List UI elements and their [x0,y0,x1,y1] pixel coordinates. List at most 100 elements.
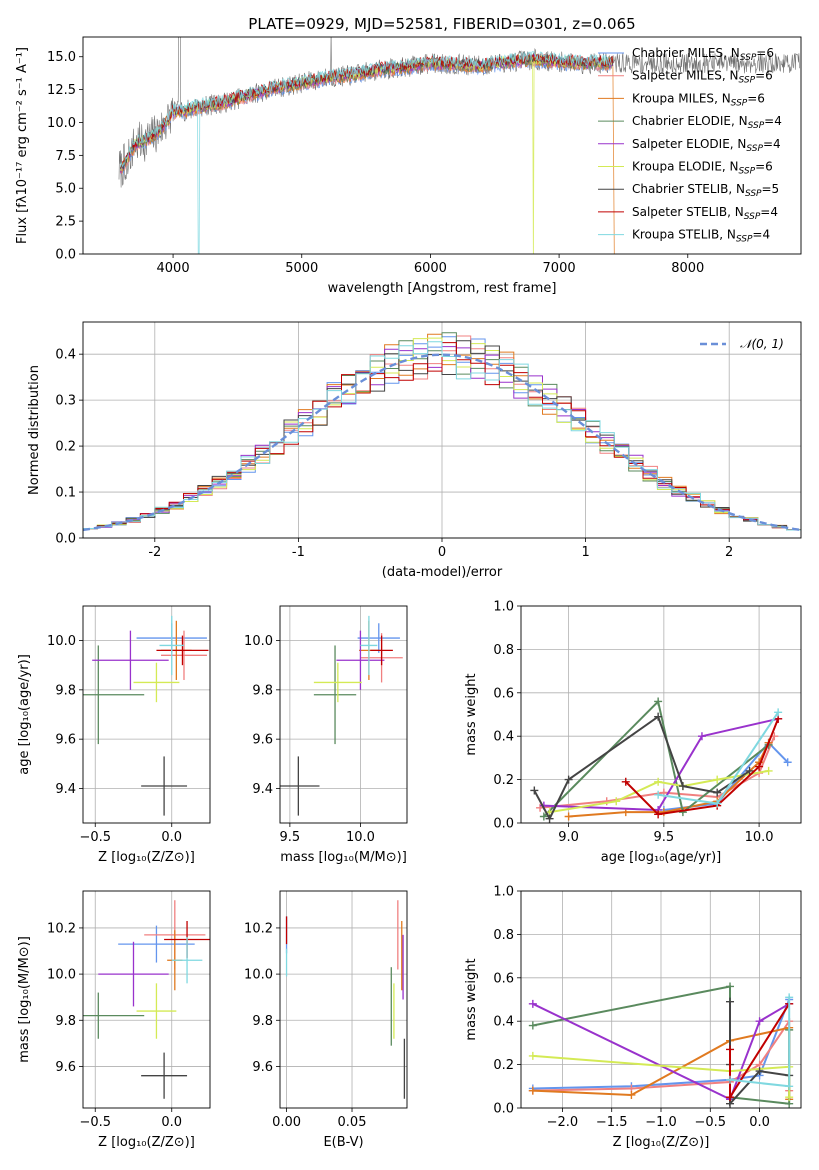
x-tick-label: −1.0 [645,1115,677,1130]
legend-nssp-prefix: , N [722,160,739,174]
weight-marker-8 [713,799,722,808]
x-tick-label: 0 [438,545,446,560]
x-axis-label: mass [log₁₀(M/M⊙)] [280,850,407,865]
y-tick-label: 0.3 [55,394,76,409]
y-tick-label: 10.0 [47,968,76,983]
y-tick-label: 10.2 [244,921,273,936]
errorbar-plot-area [83,900,210,1099]
normal-reference-curve [83,353,801,532]
y-tick-label: 0.1 [55,486,76,501]
legend-label-7: Salpeter STELIB, NSSP=4 [632,205,778,222]
legend-nssp-sub: SSP [745,189,762,199]
weight-marker-6 [726,997,735,1006]
legend-nssp-prefix: , N [714,91,731,105]
x-tick-label: 0.0 [161,830,182,845]
x-tick-label: 6000 [414,261,447,276]
x-axis-label: Z [log₁₀(Z/Z⊙)] [613,1135,710,1150]
weight-marker-8 [774,708,783,717]
errorbar-plot-area [83,615,209,816]
legend-nssp-prefix: , N [730,137,747,151]
x-tick-label: 0.0 [161,1115,182,1130]
weight-marker-5 [764,766,773,775]
axes-frame [82,36,802,255]
y-tick-label: 0.2 [493,1058,514,1073]
weight-marker-6 [564,775,573,784]
y-tick-label: 9.8 [55,683,76,698]
x-tick-label: 9.0 [558,830,579,845]
legend-nssp-prefix: , N [722,69,739,83]
y-tick-label: 0.6 [493,686,514,701]
y-tick-label: 10.0 [47,634,76,649]
legend-series-name: Chabrier MILES [632,46,723,60]
weight-marker-7 [726,1093,735,1102]
y-tick-label: 12.5 [47,83,76,98]
legend-nssp-value: =5 [762,182,780,196]
age-vs-mass-panel: 9.5 10.0 9.4 9.6 9.8 10.0 mass [log₁₀(M/M⊙)] [244,605,408,865]
weight-marker-7 [726,1045,735,1054]
legend-nssp-sub: SSP [744,212,761,222]
legend-nssp-value: =6 [755,69,773,83]
weight-marker-3 [726,982,735,991]
weight-marker-0 [783,758,792,767]
axes-frame [279,890,408,1109]
weight-marker-6 [755,1067,764,1076]
weight-marker-2 [564,812,573,821]
weight-marker-3 [528,1021,537,1030]
legend-label-5: Kroupa ELODIE, NSSP=6 [632,160,773,177]
x-tick-label: 0.00 [272,1115,301,1130]
legend-nssp-sub: SSP [746,144,763,154]
y-axis-label: Flux [fλ10⁻¹⁷ erg cm⁻² s⁻¹ A⁻¹] [15,47,30,244]
axes-frame [520,890,802,1109]
weight-marker-2 [627,1090,636,1099]
mass-vs-ebv-panel: 0.00 0.05 9.6 9.8 10.0 10.2 E(B-V) [244,890,408,1150]
legend-nssp-value: =6 [747,91,765,105]
legend-nssp-sub: SSP [739,76,756,86]
y-tick-label: 0.0 [493,1102,514,1117]
weight-marker-1 [602,797,611,806]
weight-marker-4 [755,1017,764,1026]
model-line-5 [120,53,614,254]
y-tick-label: 0.8 [493,928,514,943]
y-axis-label: mass weight [464,673,479,755]
weight-line-0 [663,741,789,811]
legend-nssp-sub: SSP [740,53,757,63]
weight-marker-2 [528,1086,537,1095]
weight-marker-8 [785,1082,794,1091]
y-tick-label: 0.4 [55,348,76,363]
y-tick-label: 9.8 [252,683,273,698]
legend-label-3: Chabrier ELODIE, NSSP=4 [632,114,782,131]
y-tick-label: 0.8 [493,643,514,658]
y-tick-label: 5.0 [55,182,76,197]
legend-nssp-value: =4 [764,114,782,128]
axes-frame [520,605,802,824]
x-axis-label: (data-model)/error [382,565,503,580]
x-tick-label: -1 [292,545,305,560]
weight-line-5 [549,769,769,814]
x-tick-label: 1 [581,545,589,560]
x-tick-label: -2 [148,545,161,560]
weight-marker-6 [654,712,663,721]
y-tick-label: 0.0 [55,532,76,547]
weight-marker-8 [654,790,663,799]
weight-marker-3 [678,808,687,817]
x-tick-label: −0.5 [79,830,111,845]
weight-marker-7 [621,777,630,786]
legend-nssp-sub: SSP [736,235,753,245]
x-tick-label: 4000 [157,261,190,276]
y-tick-label: 9.6 [252,733,273,748]
y-tick-label: 15.0 [47,50,76,65]
weight-marker-5 [654,777,663,786]
legend-nssp-value: =4 [760,205,778,219]
x-axis-label: age [log₁₀(age/yr)] [601,850,722,865]
legend-nssp-prefix: , N [731,114,748,128]
mass-vs-metallicity-panel: −0.5 0.0 9.6 9.8 10.0 10.2 Z [log₁₀(Z/Z⊙)] mass… [17,890,211,1150]
legend-series-name: Salpeter STELIB [632,205,727,219]
axes-frame [279,605,408,824]
legend-series-name: Salpeter ELODIE [632,137,730,151]
weight-marker-4 [528,999,537,1008]
spectrum-plot-area [118,37,800,254]
weight-line-4 [532,1002,790,1101]
weight-marker-3 [539,812,548,821]
weight-vs-metallicity-panel: −2.0 −1.5 −1.0 −0.5 0.0 0.0 0.2 0.4 0.6 0.8 1.0 Z [… [464,885,802,1150]
